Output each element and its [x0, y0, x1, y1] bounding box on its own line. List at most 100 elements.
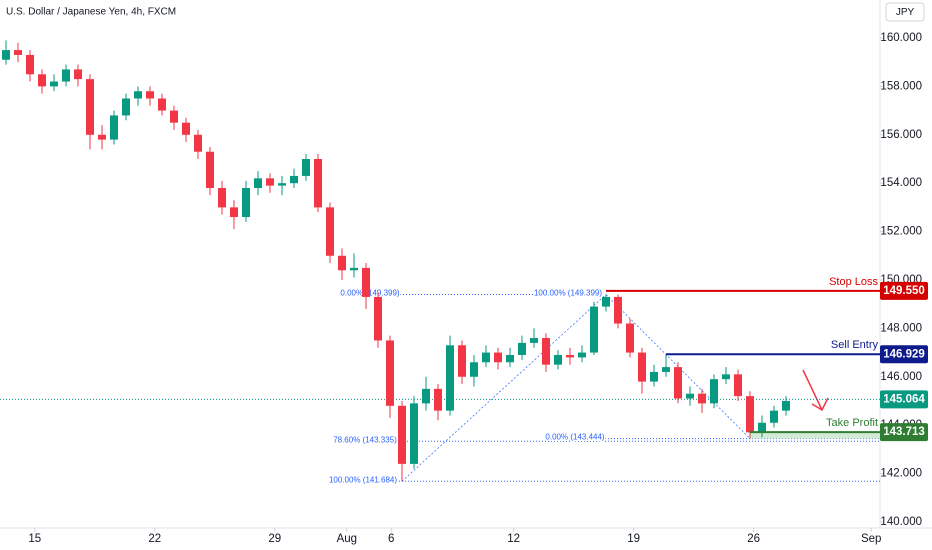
x-tick-label: 19 [627, 533, 640, 545]
x-tick-label: 12 [507, 533, 520, 545]
candle-body [14, 50, 23, 55]
candle-body [182, 122, 191, 135]
candle-body [218, 188, 227, 208]
candle-body [518, 342, 527, 355]
candle-body [722, 374, 731, 380]
y-tick-label: 160.000 [880, 32, 922, 44]
candle-body [530, 338, 539, 343]
candle-body [350, 267, 359, 271]
candle-body [590, 306, 599, 353]
candle-body [686, 393, 695, 399]
y-tick-label: 148.000 [880, 322, 922, 334]
candle-body [62, 69, 71, 82]
y-tick-label: 152.000 [880, 226, 922, 238]
y-tick-label: 156.000 [880, 129, 922, 141]
fib-label: 0.00% (149.399) [340, 289, 399, 298]
candle-body [746, 396, 755, 433]
fib-label: 100.00% (141.684) [329, 475, 397, 484]
y-tick-label: 146.000 [880, 371, 922, 383]
candle-body [554, 354, 563, 365]
candle-body [158, 98, 167, 111]
candle-body [230, 207, 239, 218]
candle-body [254, 178, 263, 189]
candle-body [470, 362, 479, 377]
take-profit-zone [750, 432, 880, 439]
candle-body [86, 79, 95, 135]
price-tag-label: 145.064 [883, 393, 925, 405]
candle-body [674, 367, 683, 399]
candle-body [314, 158, 323, 208]
candle-body [638, 352, 647, 382]
y-tick-label: 142.000 [880, 468, 922, 480]
candle-body [290, 175, 299, 184]
candle-body [362, 267, 371, 297]
candle-body [74, 69, 83, 80]
candle-body [302, 158, 311, 176]
candle-body [2, 50, 11, 60]
candle-body [386, 340, 395, 406]
candle-body [782, 400, 791, 411]
price-tag [880, 281, 928, 300]
currency-box[interactable] [885, 2, 925, 22]
candle-body [542, 338, 551, 365]
candle-body [446, 345, 455, 411]
price-tag-label: 149.550 [883, 285, 925, 297]
level-name: Sell Entry [831, 339, 879, 351]
candle-body [122, 98, 131, 116]
candle-body [50, 81, 59, 87]
candle-body [578, 352, 587, 358]
fib-label: 78.60% (143.335) [333, 435, 397, 444]
candle-body [134, 91, 143, 99]
candle-body [398, 405, 407, 464]
candle-body [710, 379, 719, 404]
x-tick-label: 6 [388, 533, 394, 545]
fib-label: 0.00% (143.444) [545, 433, 604, 442]
candle-body [698, 393, 707, 404]
candle-body [194, 134, 203, 152]
candle-body [758, 422, 767, 433]
x-tick-label: 15 [28, 533, 41, 545]
currency[interactable]: JPY [896, 7, 915, 18]
candle-body [626, 323, 635, 353]
x-tick-label: 26 [747, 533, 760, 545]
candle-body [494, 352, 503, 363]
level-name: Take Profit [826, 417, 878, 429]
candle-body [482, 352, 491, 363]
x-tick-label: 29 [268, 533, 281, 545]
x-tick-label: 22 [148, 533, 161, 545]
candle-body [326, 207, 335, 256]
candle-body [110, 115, 119, 140]
y-tick-label: 140.000 [880, 516, 922, 528]
y-tick-label: 154.000 [880, 177, 922, 189]
candle-body [410, 403, 419, 464]
candle-body [374, 296, 383, 341]
candle-body [734, 374, 743, 397]
candle-body [206, 151, 215, 189]
candle-body [278, 183, 287, 186]
price-tag-label: 146.929 [883, 348, 925, 360]
candle-body [614, 296, 623, 324]
candle-body [566, 354, 575, 358]
candle-body [602, 296, 611, 307]
price-tag [880, 423, 928, 442]
price-tag [880, 345, 928, 364]
candle-body [170, 110, 179, 123]
chart-title: U.S. Dollar / Japanese Yen, 4h, FXCM [6, 7, 176, 18]
candle-body [38, 74, 47, 87]
candle-body [662, 367, 671, 372]
candle-body [338, 255, 347, 271]
price-tag [880, 390, 928, 409]
arrow [802, 369, 829, 412]
y-tick-label: 158.000 [880, 80, 922, 92]
candle-body [146, 91, 155, 99]
candle-body [506, 354, 515, 363]
candle-body [434, 388, 443, 411]
candle-body [650, 371, 659, 382]
candle-body [266, 178, 275, 186]
fib-label: 100.00% (149.399) [534, 289, 602, 298]
candle-body [98, 134, 107, 140]
x-tick-label: Sep [861, 533, 881, 545]
